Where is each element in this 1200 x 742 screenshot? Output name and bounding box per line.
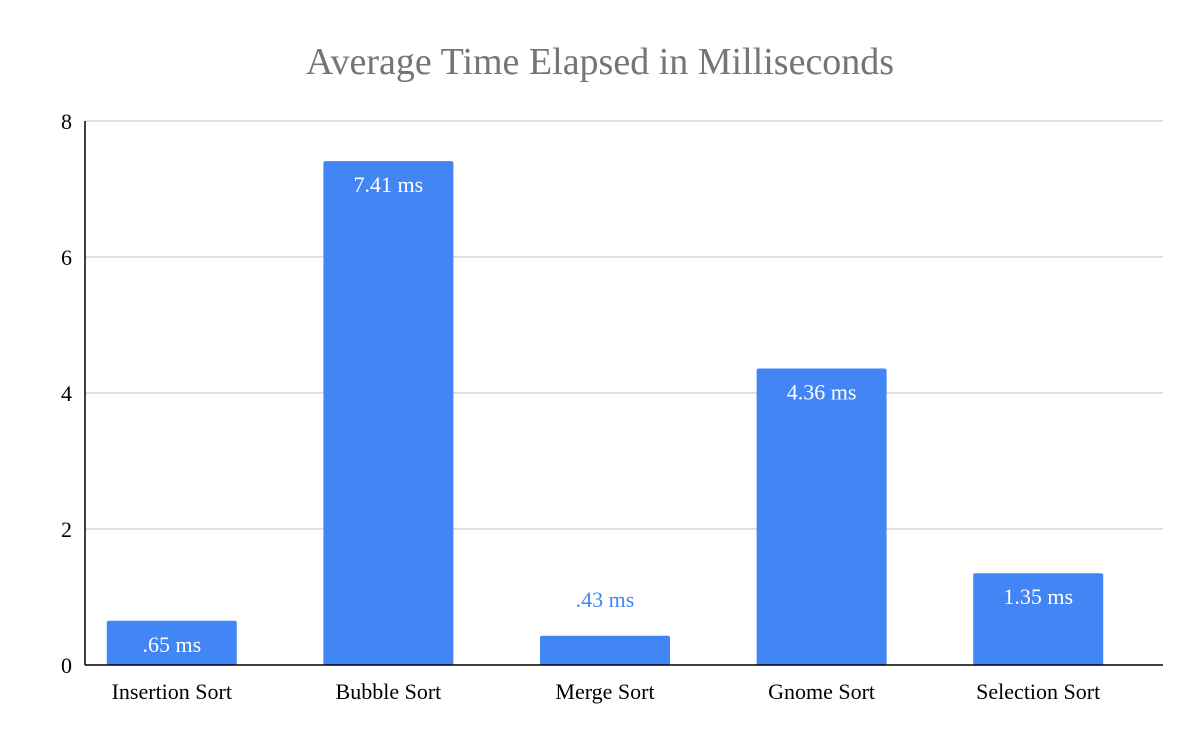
data-label: 4.36 ms [787, 380, 857, 405]
bar [323, 161, 454, 665]
y-tick-label: 2 [61, 517, 72, 542]
x-tick-label: Selection Sort [976, 679, 1100, 704]
data-labels: .65 ms 7.41 ms .43 ms 4.36 ms 1.35 ms [142, 172, 1073, 657]
x-tick-label: Bubble Sort [336, 679, 442, 704]
y-tick-label: 0 [61, 653, 72, 678]
gridlines [85, 120, 1163, 530]
category-labels: Insertion Sort Bubble Sort Merge Sort Gnome… [112, 679, 1101, 704]
data-label: .43 ms [576, 587, 635, 612]
bar [756, 368, 887, 665]
data-label: .65 ms [142, 632, 201, 657]
bar [540, 635, 670, 665]
y-tick-label: 8 [61, 109, 72, 134]
bar [106, 620, 237, 665]
bars [106, 161, 1104, 665]
data-label: 1.35 ms [1003, 584, 1073, 609]
axes: 0 2 4 6 8 [61, 109, 1163, 678]
y-tick-label: 6 [61, 245, 72, 270]
data-label: 7.41 ms [354, 172, 424, 197]
y-tick-label: 4 [61, 381, 72, 406]
x-tick-label: Gnome Sort [768, 679, 875, 704]
x-tick-label: Merge Sort [555, 679, 654, 704]
chart-title: Average Time Elapsed in Milliseconds [306, 41, 894, 83]
bar [973, 573, 1104, 665]
x-tick-label: Insertion Sort [112, 679, 232, 704]
